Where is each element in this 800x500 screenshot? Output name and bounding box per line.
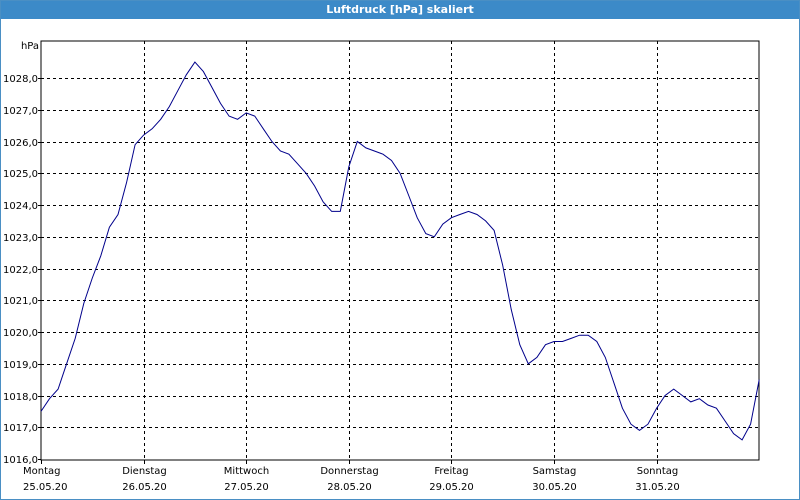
y-tick-label: 1019,0 [3,360,38,371]
x-tick-day-label: Dienstag [122,466,167,477]
x-tick-date-label: 29.05.20 [429,482,474,493]
x-tick-day-label: Sonntag [637,466,679,477]
y-tick-label: 1018,0 [3,392,38,403]
y-tick-label: 1027,0 [3,106,38,117]
y-tick-label: 1016,0 [3,455,38,466]
x-axis: Montag 25.05.20 Dienstag 26.05.20 Mittwoch 27… [23,460,680,493]
x-tick-date-label: 25.05.20 [23,482,68,493]
plot-frame [40,40,760,461]
x-tick-day-label: Montag [23,466,60,477]
x-tick-date-label: 28.05.20 [327,482,372,493]
y-tick-label: 1028,0 [3,74,38,85]
y-tick-label: 1017,0 [3,423,38,434]
y-tick-label: 1022,0 [3,265,38,276]
x-tick-day-label: Mittwoch [224,466,269,477]
x-tick-day-label: Freitag [434,466,468,477]
pressure-chart: hPa 1016,0 1017,0 1018,0 1019,0 1020,0 1021,0 1… [3,40,760,493]
y-tick-label: 1025,0 [3,169,38,180]
y-tick-label: 1024,0 [3,201,38,212]
y-tick-label: 1026,0 [3,138,38,149]
x-tick-date-label: 31.05.20 [635,482,680,493]
y-tick-label: 1023,0 [3,233,38,244]
y-tick-label: 1020,0 [3,328,38,339]
y-unit-label: hPa [21,41,39,52]
x-tick-date-label: 30.05.20 [532,482,577,493]
x-tick-day-label: Donnerstag [320,466,378,477]
y-tick-label: 1021,0 [3,296,38,307]
x-tick-day-label: Samstag [533,466,577,477]
x-tick-date-label: 27.05.20 [224,482,269,493]
chart-title: Luftdruck [hPa] skaliert [1,1,799,19]
y-axis: hPa 1016,0 1017,0 1018,0 1019,0 1020,0 1021,0 1… [3,41,41,466]
x-tick-date-label: 26.05.20 [122,482,167,493]
pressure-series-line [40,61,760,441]
grid-lines [41,41,759,460]
